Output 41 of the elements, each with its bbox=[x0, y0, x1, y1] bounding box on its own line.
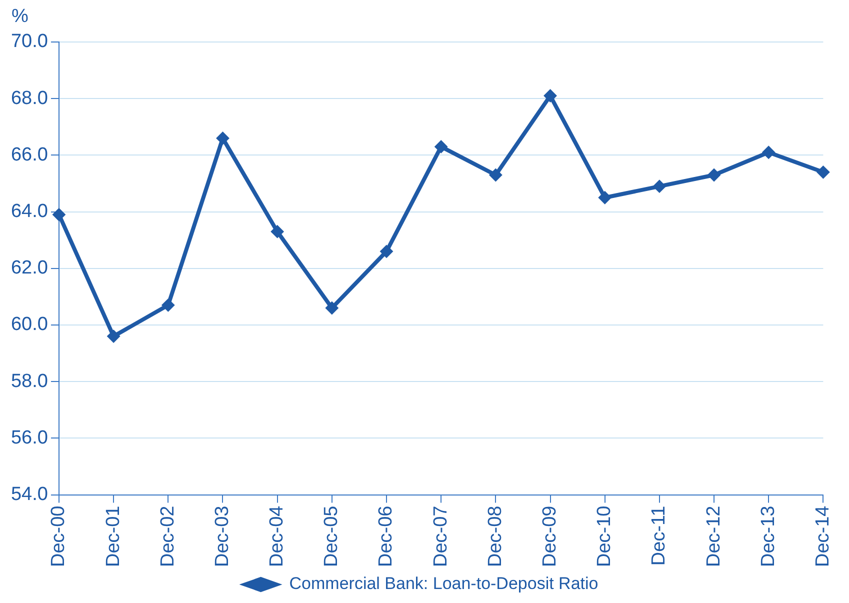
x-tick-label: Dec-07 bbox=[430, 506, 452, 567]
point bbox=[434, 140, 448, 154]
x-tick-label: Dec-14 bbox=[812, 505, 834, 567]
y-axis-title: % bbox=[12, 6, 29, 28]
point bbox=[544, 89, 557, 102]
x-tick-label: Dec-06 bbox=[376, 506, 397, 567]
x-tick-label: Dec-13 bbox=[758, 506, 779, 567]
y-tick-label: 70.0 bbox=[10, 31, 48, 52]
y-tick-label: 62.0 bbox=[10, 258, 48, 279]
point bbox=[270, 225, 284, 238]
y-tick-label: 54.0 bbox=[10, 484, 48, 505]
y-tick-label: 66.0 bbox=[10, 144, 48, 166]
point bbox=[489, 168, 502, 182]
point bbox=[598, 191, 612, 204]
point bbox=[162, 298, 175, 312]
legend-label: Commercial Bank: Loan-to-Deposit Ratio bbox=[289, 574, 598, 594]
point bbox=[762, 146, 776, 159]
point bbox=[325, 301, 338, 314]
x-tick-label: Dec-03 bbox=[212, 506, 233, 567]
point bbox=[107, 330, 120, 343]
x-tick-label: Dec-10 bbox=[594, 506, 616, 567]
y-tick-label: 58.0 bbox=[10, 370, 48, 392]
point bbox=[652, 180, 666, 193]
x-tick-label: Dec-11 bbox=[648, 506, 670, 566]
y-tick-label: 64.0 bbox=[10, 201, 48, 222]
x-tick-label: Dec-05 bbox=[321, 506, 342, 567]
x-tick-label: Dec-09 bbox=[540, 506, 560, 567]
x-tick-label: Dec-01 bbox=[102, 506, 124, 567]
point bbox=[52, 208, 66, 222]
x-tick-label: Dec-00 bbox=[48, 506, 70, 567]
x-tick-label: Dec-08 bbox=[484, 506, 506, 567]
point bbox=[708, 168, 721, 182]
point bbox=[816, 166, 830, 179]
point bbox=[216, 132, 230, 145]
x-tick-label: Dec-02 bbox=[157, 506, 178, 567]
point bbox=[380, 244, 394, 258]
x-tick-label: Dec-04 bbox=[266, 505, 288, 567]
y-tick-label: 56.0 bbox=[10, 427, 48, 448]
y-tick-label: 68.0 bbox=[10, 88, 48, 109]
y-tick-label: 60.0 bbox=[10, 314, 48, 336]
x-tick-label: Dec-12 bbox=[703, 506, 724, 567]
